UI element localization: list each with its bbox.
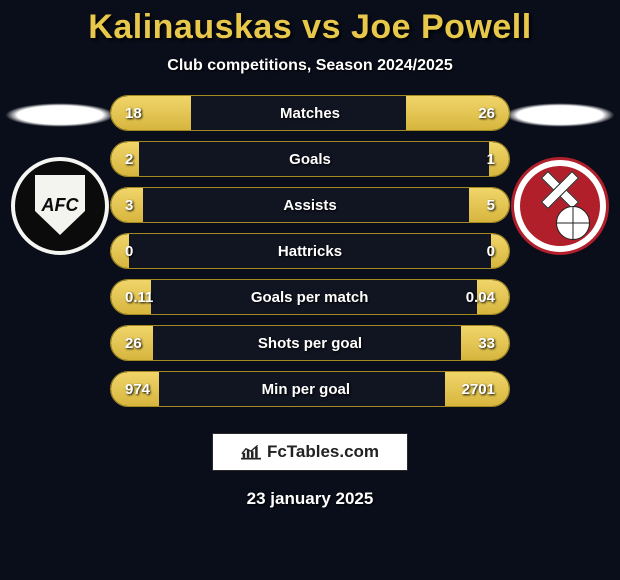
subtitle: Club competitions, Season 2024/2025 — [0, 57, 620, 75]
footer: FcTables.com 23 january 2025 — [0, 433, 620, 509]
stat-row: 0Hattricks0 — [110, 233, 510, 269]
badge-left: AFC — [11, 157, 109, 255]
stat-value-right: 0.04 — [466, 289, 495, 306]
badge-right — [511, 157, 609, 255]
stat-row: 3Assists5 — [110, 187, 510, 223]
badge-left-letters: AFC — [35, 175, 85, 235]
stat-row: 2Goals1 — [110, 141, 510, 177]
player-right-shadow — [505, 103, 615, 127]
stat-value-left: 18 — [125, 105, 142, 122]
stat-row: 18Matches26 — [110, 95, 510, 131]
page-title: Kalinauskas vs Joe Powell — [0, 0, 620, 47]
stat-label: Shots per goal — [142, 335, 479, 352]
comparison-content: AFC 18Matches262Goals13Assists50Hattrick… — [0, 95, 620, 425]
stat-row: 0.11Goals per match0.04 — [110, 279, 510, 315]
windmill-icon — [540, 170, 580, 210]
brand-badge: FcTables.com — [212, 433, 408, 471]
chart-icon — [241, 444, 261, 460]
ball-icon — [556, 206, 590, 240]
player-right-column — [500, 95, 620, 255]
stat-value-left: 0.11 — [125, 289, 153, 306]
brand-text: FcTables.com — [267, 442, 379, 462]
stat-value-right: 0 — [487, 243, 495, 260]
stat-label: Goals — [133, 151, 486, 168]
stat-label: Min per goal — [150, 381, 462, 398]
stat-bars: 18Matches262Goals13Assists50Hattricks00.… — [110, 95, 510, 417]
stat-value-left: 974 — [125, 381, 150, 398]
stat-value-left: 0 — [125, 243, 133, 260]
badge-left-shield: AFC — [35, 175, 85, 235]
stat-value-right: 2701 — [462, 381, 495, 398]
stat-value-right: 1 — [487, 151, 495, 168]
stat-value-left: 2 — [125, 151, 133, 168]
stat-value-right: 5 — [487, 197, 495, 214]
stat-row: 26Shots per goal33 — [110, 325, 510, 361]
stat-row: 974Min per goal2701 — [110, 371, 510, 407]
stat-label: Hattricks — [133, 243, 486, 260]
stat-value-right: 26 — [478, 105, 495, 122]
stat-label: Matches — [142, 105, 479, 122]
stat-label: Goals per match — [153, 289, 465, 306]
stat-value-left: 26 — [125, 335, 142, 352]
player-left-column: AFC — [0, 95, 120, 255]
badge-right-inner — [520, 166, 600, 246]
stat-label: Assists — [133, 197, 486, 214]
stat-value-right: 33 — [478, 335, 495, 352]
player-left-shadow — [5, 103, 115, 127]
date-text: 23 january 2025 — [0, 489, 620, 509]
stat-value-left: 3 — [125, 197, 133, 214]
